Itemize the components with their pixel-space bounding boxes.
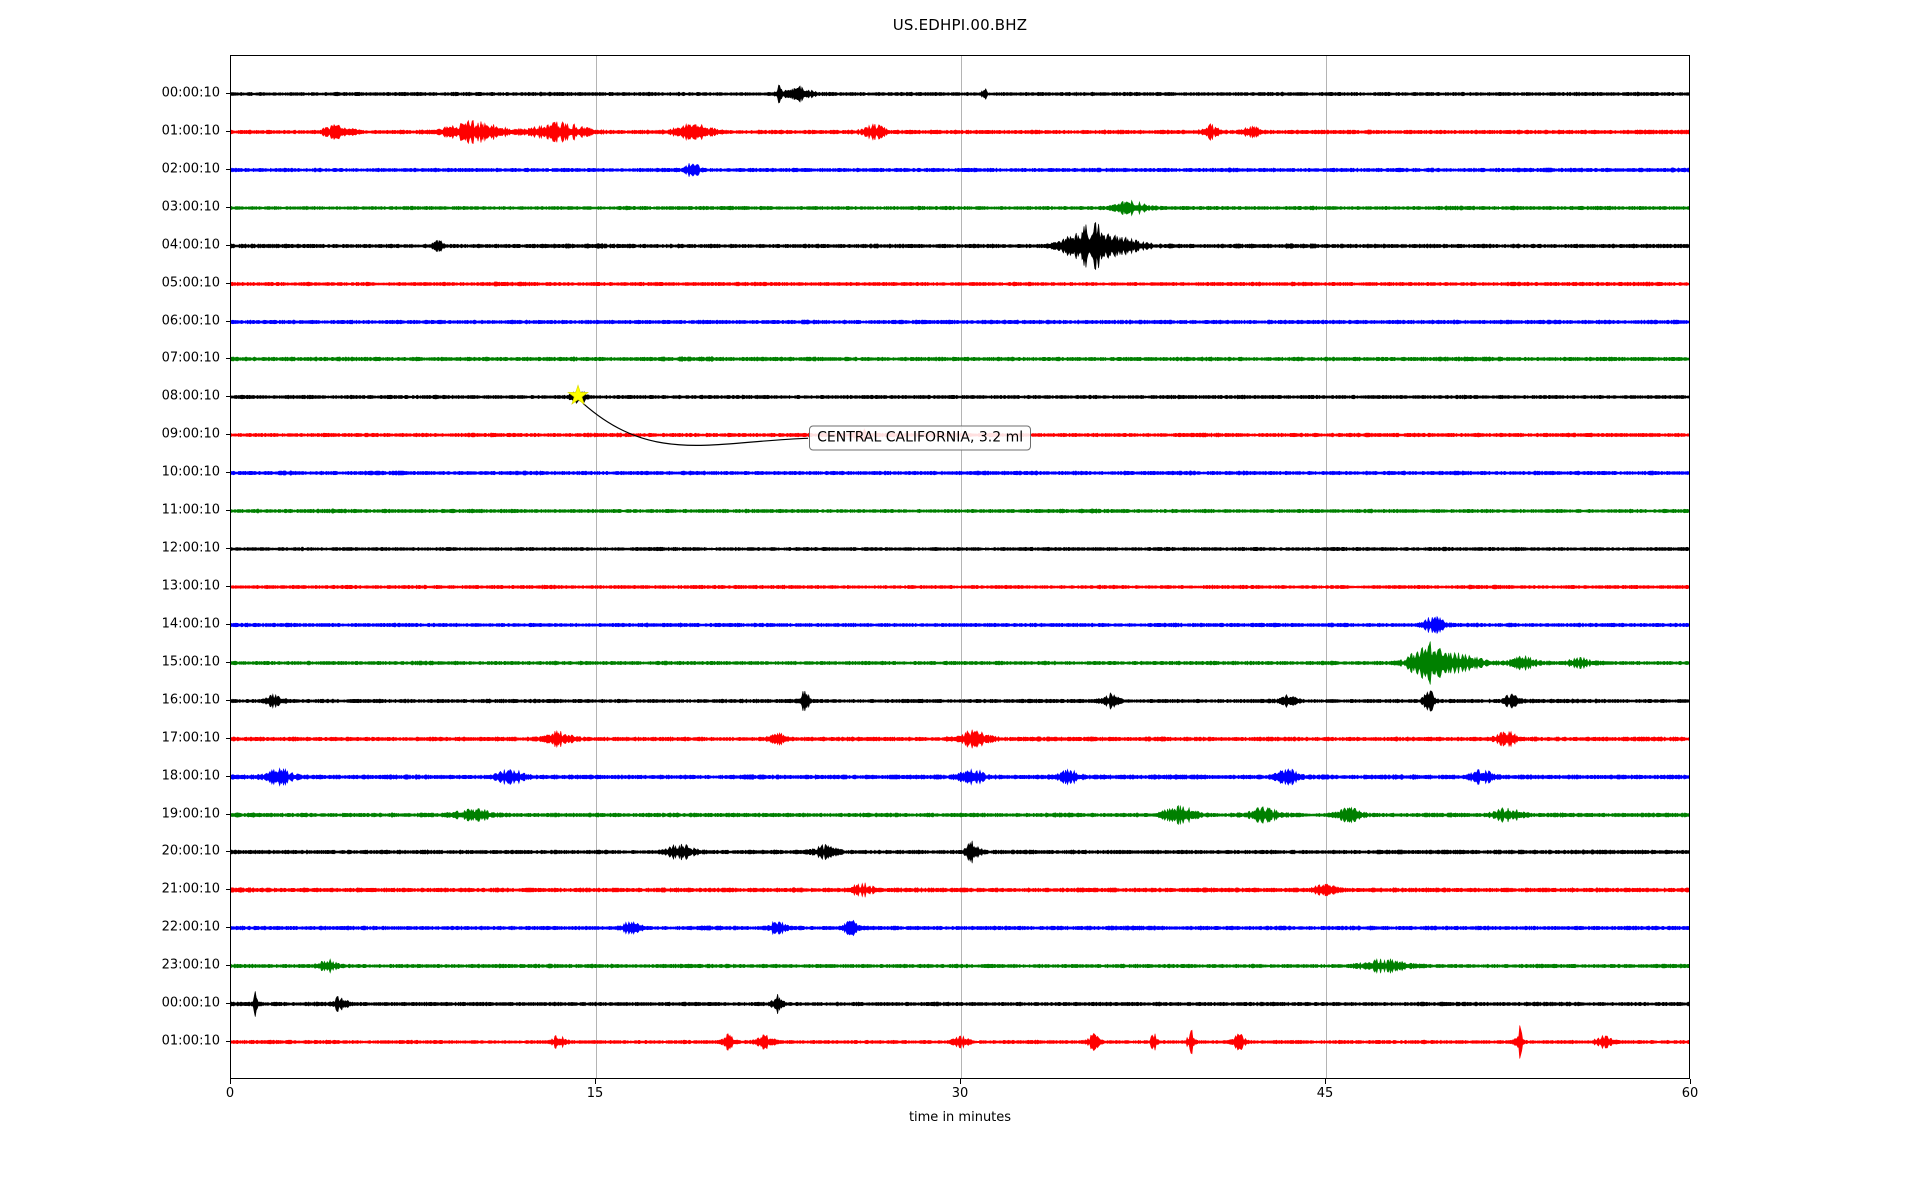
y-axis-tick-mark bbox=[226, 623, 231, 625]
page-title: US.EDHPI.00.BHZ bbox=[892, 16, 1028, 34]
plot-area bbox=[230, 55, 1690, 1079]
x-axis-tick-mark bbox=[1690, 1079, 1692, 1084]
trace-row bbox=[231, 700, 1689, 778]
y-axis-tick-mark bbox=[226, 661, 231, 663]
y-axis-tick-label: 13:00:10 bbox=[161, 578, 220, 594]
y-axis-tick-label: 08:00:10 bbox=[161, 388, 220, 404]
gridline-vertical bbox=[596, 56, 597, 1078]
y-axis-tick-label: 17:00:10 bbox=[161, 730, 220, 746]
trace-row bbox=[231, 586, 1689, 664]
y-axis-tick-label: 00:00:10 bbox=[161, 85, 220, 101]
trace-row bbox=[231, 776, 1689, 854]
x-axis-tick-mark bbox=[230, 1079, 232, 1084]
y-axis-tick-mark bbox=[226, 472, 231, 474]
gridline-vertical bbox=[1326, 56, 1327, 1078]
y-axis-tick-mark bbox=[226, 92, 231, 94]
y-axis-tick-mark bbox=[226, 206, 231, 208]
y-axis-tick-label: 21:00:10 bbox=[161, 881, 220, 897]
trace-row bbox=[231, 624, 1689, 702]
trace-row bbox=[231, 738, 1689, 816]
y-axis-tick-mark bbox=[226, 434, 231, 436]
trace-row bbox=[231, 245, 1689, 323]
y-axis-tick-label: 09:00:10 bbox=[161, 426, 220, 442]
x-axis-tick-label: 0 bbox=[225, 1086, 235, 1101]
y-axis-tick-label: 02:00:10 bbox=[161, 161, 220, 177]
y-axis-tick-label: 12:00:10 bbox=[161, 540, 220, 556]
trace-row bbox=[231, 169, 1689, 247]
y-axis-tick-label: 03:00:10 bbox=[161, 199, 220, 215]
x-axis-title: time in minutes bbox=[908, 1110, 1012, 1125]
gridline-vertical bbox=[961, 56, 962, 1078]
y-axis-tick-mark bbox=[226, 889, 231, 891]
y-axis-tick-label: 01:00:10 bbox=[161, 123, 220, 139]
y-axis-tick-label: 23:00:10 bbox=[161, 957, 220, 973]
trace-row bbox=[231, 813, 1689, 891]
y-axis-tick-mark bbox=[226, 130, 231, 132]
y-axis-tick-mark bbox=[226, 168, 231, 170]
x-axis-tick-label: 60 bbox=[1681, 1086, 1699, 1101]
y-axis-tick-mark bbox=[226, 282, 231, 284]
y-axis-tick-label: 22:00:10 bbox=[161, 919, 220, 935]
trace-row bbox=[231, 510, 1689, 588]
y-axis-tick-label: 11:00:10 bbox=[161, 502, 220, 518]
y-axis-tick-mark bbox=[226, 737, 231, 739]
y-axis-tick-label: 07:00:10 bbox=[161, 350, 220, 366]
trace-row bbox=[231, 434, 1689, 512]
y-axis-tick-label: 16:00:10 bbox=[161, 692, 220, 708]
y-axis-tick-mark bbox=[226, 244, 231, 246]
y-axis-tick-mark bbox=[226, 1003, 231, 1005]
trace-row bbox=[231, 851, 1689, 929]
y-axis-tick-label: 01:00:10 bbox=[161, 1033, 220, 1049]
trace-row bbox=[231, 56, 1689, 133]
trace-row bbox=[231, 1003, 1689, 1078]
trace-row bbox=[231, 207, 1689, 285]
trace-row bbox=[231, 93, 1689, 171]
x-axis-tick-mark bbox=[1325, 1079, 1327, 1084]
y-axis-tick-label: 18:00:10 bbox=[161, 768, 220, 784]
trace-row bbox=[231, 965, 1689, 1043]
y-axis-tick-mark bbox=[226, 813, 231, 815]
x-axis-tick-mark bbox=[960, 1079, 962, 1084]
y-axis-tick-mark bbox=[226, 1041, 231, 1043]
x-axis-tick-label: 45 bbox=[1316, 1086, 1334, 1101]
y-axis-tick-mark bbox=[226, 699, 231, 701]
y-axis-tick-label: 04:00:10 bbox=[161, 237, 220, 253]
trace-row bbox=[231, 472, 1689, 550]
trace-row bbox=[231, 396, 1689, 474]
y-axis-tick-mark bbox=[226, 358, 231, 360]
x-axis-tick-label: 15 bbox=[586, 1086, 604, 1101]
y-axis-tick-mark bbox=[226, 775, 231, 777]
y-axis-tick-mark bbox=[226, 927, 231, 929]
y-axis-tick-label: 20:00:10 bbox=[161, 843, 220, 859]
y-axis-tick-label: 15:00:10 bbox=[161, 654, 220, 670]
y-axis-tick-mark bbox=[226, 548, 231, 550]
x-axis-tick-mark bbox=[595, 1079, 597, 1084]
trace-row bbox=[231, 283, 1689, 361]
y-axis-tick-label: 06:00:10 bbox=[161, 313, 220, 328]
trace-row bbox=[231, 320, 1689, 398]
y-axis-tick-label: 19:00:10 bbox=[161, 806, 220, 821]
trace-row bbox=[231, 662, 1689, 740]
trace-row bbox=[231, 131, 1689, 209]
trace-row bbox=[231, 927, 1689, 1005]
trace-row bbox=[231, 889, 1689, 967]
y-axis-tick-mark bbox=[226, 320, 231, 322]
y-axis-tick-label: 14:00:10 bbox=[161, 616, 220, 632]
trace-row bbox=[231, 358, 1689, 436]
y-axis-tick-label: 00:00:10 bbox=[161, 995, 220, 1011]
y-axis-tick-label: 10:00:10 bbox=[161, 464, 220, 480]
trace-row bbox=[231, 548, 1689, 626]
y-axis-tick-mark bbox=[226, 586, 231, 588]
y-axis-tick-mark bbox=[226, 396, 231, 398]
y-axis-tick-mark bbox=[226, 965, 231, 967]
y-axis-tick-mark bbox=[226, 851, 231, 853]
x-axis-tick-label: 30 bbox=[951, 1086, 969, 1101]
y-axis-tick-label: 05:00:10 bbox=[161, 275, 220, 291]
y-axis-tick-mark bbox=[226, 510, 231, 512]
